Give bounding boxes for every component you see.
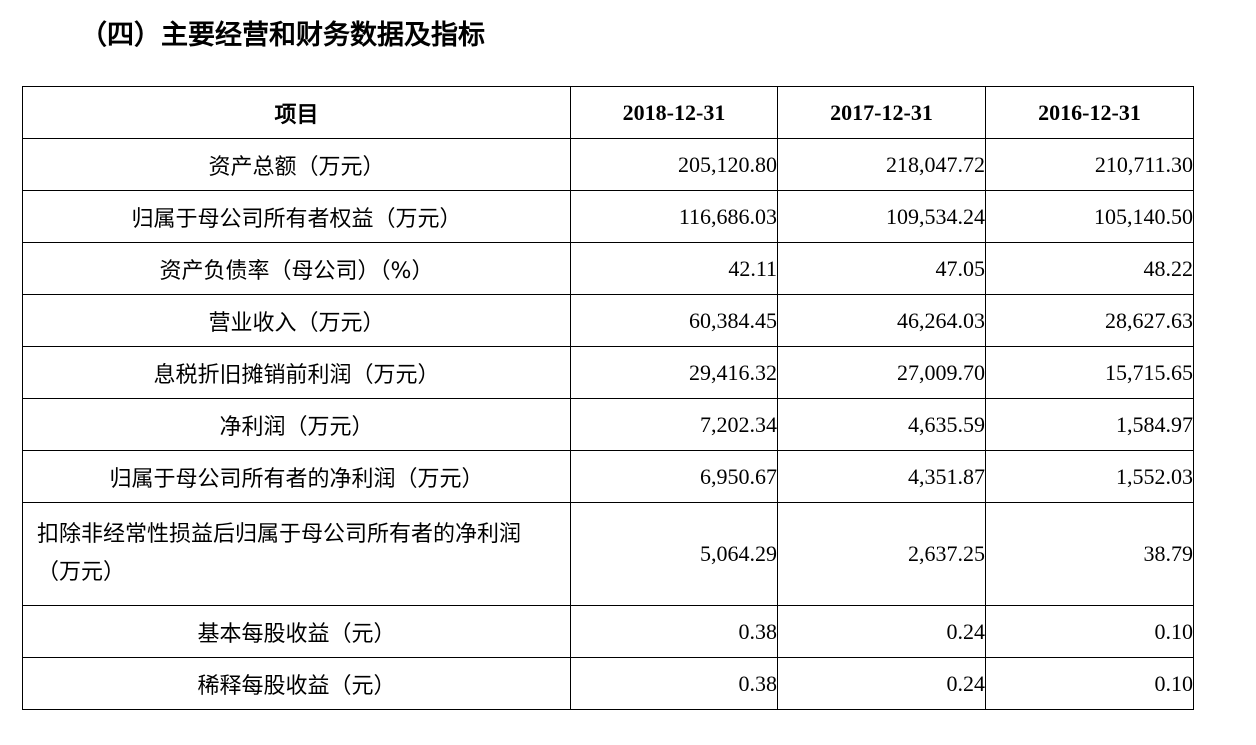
- table-row: 资产负债率（母公司）（%） 42.11 47.05 48.22: [22, 242, 1194, 295]
- cell-value: 48.22: [985, 242, 1194, 295]
- header-2017: 2017-12-31: [777, 86, 986, 139]
- row-label: 基本每股收益（元）: [22, 605, 571, 658]
- row-label: 稀释每股收益（元）: [22, 657, 571, 710]
- table-row: 归属于母公司所有者权益（万元） 116,686.03 109,534.24 10…: [22, 190, 1194, 243]
- cell-value: 38.79: [985, 502, 1194, 606]
- cell-value: 109,534.24: [777, 190, 986, 243]
- table-row: 净利润（万元） 7,202.34 4,635.59 1,584.97: [22, 398, 1194, 451]
- table-row: 息税折旧摊销前利润（万元） 29,416.32 27,009.70 15,715…: [22, 346, 1194, 399]
- cell-value: 218,047.72: [777, 138, 986, 191]
- cell-value: 205,120.80: [570, 138, 778, 191]
- cell-value: 1,584.97: [985, 398, 1194, 451]
- row-label: 营业收入（万元）: [22, 294, 571, 347]
- cell-value: 1,552.03: [985, 450, 1194, 503]
- cell-value: 210,711.30: [985, 138, 1194, 191]
- header-2016: 2016-12-31: [985, 86, 1194, 139]
- table-row: 扣除非经常性损益后归属于母公司所有者的净利润（万元） 5,064.29 2,63…: [22, 502, 1194, 606]
- cell-value: 116,686.03: [570, 190, 778, 243]
- cell-value: 105,140.50: [985, 190, 1194, 243]
- row-label: 息税折旧摊销前利润（万元）: [22, 346, 571, 399]
- cell-value: 6,950.67: [570, 450, 778, 503]
- cell-value: 0.38: [570, 605, 778, 658]
- cell-value: 5,064.29: [570, 502, 778, 606]
- section-title: （四）主要经营和财务数据及指标: [80, 20, 485, 51]
- table-header-row: 项目 2018-12-31 2017-12-31 2016-12-31: [22, 86, 1194, 139]
- cell-value: 29,416.32: [570, 346, 778, 399]
- row-label: 归属于母公司所有者的净利润（万元）: [22, 450, 571, 503]
- cell-value: 4,635.59: [777, 398, 986, 451]
- cell-value: 4,351.87: [777, 450, 986, 503]
- cell-value: 7,202.34: [570, 398, 778, 451]
- financial-data-table: 项目 2018-12-31 2017-12-31 2016-12-31 资产总额…: [22, 86, 1194, 710]
- cell-value: 0.10: [985, 605, 1194, 658]
- table-row: 稀释每股收益（元） 0.38 0.24 0.10: [22, 657, 1194, 710]
- table-row: 营业收入（万元） 60,384.45 46,264.03 28,627.63: [22, 294, 1194, 347]
- table-row: 资产总额（万元） 205,120.80 218,047.72 210,711.3…: [22, 138, 1194, 191]
- cell-value: 28,627.63: [985, 294, 1194, 347]
- cell-value: 15,715.65: [985, 346, 1194, 399]
- cell-value: 42.11: [570, 242, 778, 295]
- row-label: 资产总额（万元）: [22, 138, 571, 191]
- table-row: 归属于母公司所有者的净利润（万元） 6,950.67 4,351.87 1,55…: [22, 450, 1194, 503]
- cell-value: 27,009.70: [777, 346, 986, 399]
- cell-value: 2,637.25: [777, 502, 986, 606]
- row-label: 资产负债率（母公司）（%）: [22, 242, 571, 295]
- cell-value: 47.05: [777, 242, 986, 295]
- cell-value: 0.10: [985, 657, 1194, 710]
- cell-value: 0.38: [570, 657, 778, 710]
- table-row: 基本每股收益（元） 0.38 0.24 0.10: [22, 605, 1194, 658]
- row-label: 归属于母公司所有者权益（万元）: [22, 190, 571, 243]
- header-item: 项目: [22, 86, 571, 139]
- cell-value: 0.24: [777, 657, 986, 710]
- header-2018: 2018-12-31: [570, 86, 778, 139]
- cell-value: 60,384.45: [570, 294, 778, 347]
- cell-value: 0.24: [777, 605, 986, 658]
- cell-value: 46,264.03: [777, 294, 986, 347]
- row-label: 净利润（万元）: [22, 398, 571, 451]
- row-label: 扣除非经常性损益后归属于母公司所有者的净利润（万元）: [22, 502, 571, 606]
